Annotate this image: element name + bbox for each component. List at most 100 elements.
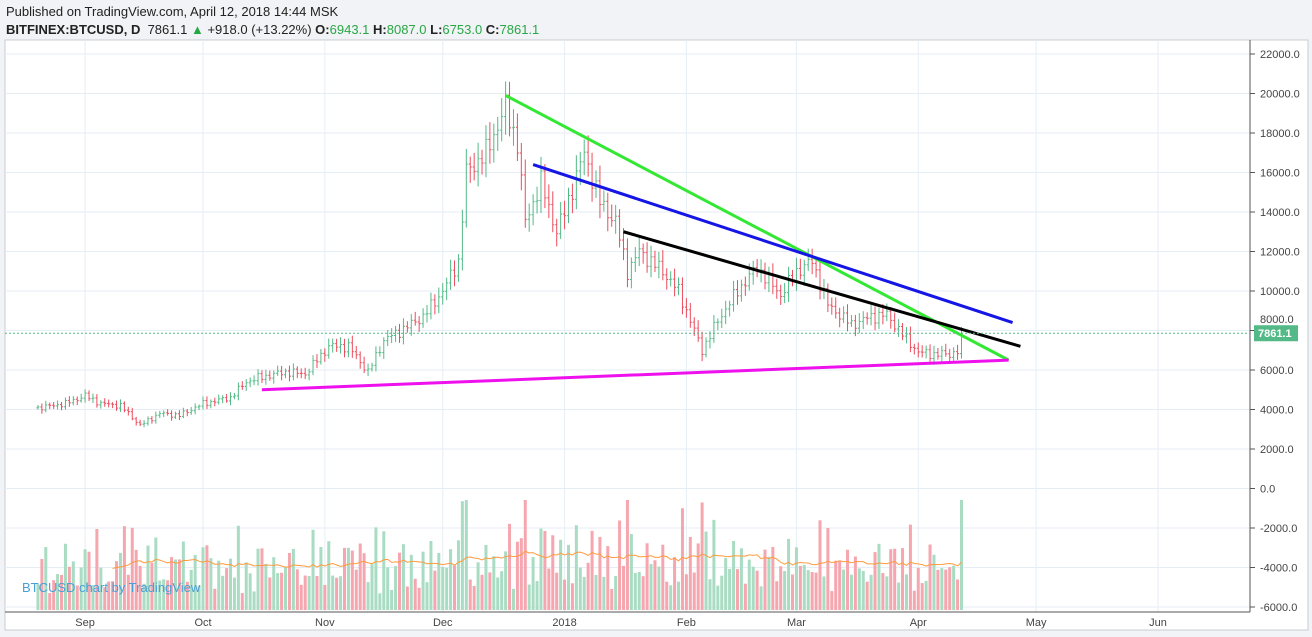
- candle: [700, 331, 704, 362]
- x-tick-label: Nov: [315, 617, 335, 629]
- volume-bar: [959, 500, 963, 610]
- volume-bar: [794, 547, 798, 610]
- candle: [173, 411, 177, 419]
- candle: [956, 344, 960, 360]
- volume-bar: [362, 553, 366, 610]
- candle: [810, 248, 814, 275]
- candle: [586, 135, 590, 177]
- trendline[interactable]: [532, 163, 1014, 325]
- volume-bar: [260, 548, 264, 610]
- candle: [625, 238, 629, 288]
- y-tick-label: -2000.0: [1260, 523, 1297, 535]
- volume-bar: [924, 580, 928, 610]
- volume-bar: [527, 584, 531, 610]
- candle: [205, 396, 209, 410]
- volume-bar: [539, 528, 543, 610]
- candle: [87, 390, 91, 401]
- candle: [401, 318, 405, 345]
- candle: [280, 365, 284, 381]
- candle: [284, 368, 288, 379]
- volume-bar: [323, 584, 327, 610]
- volume-bar: [500, 571, 504, 610]
- candle: [842, 306, 846, 324]
- candle: [614, 204, 618, 234]
- x-tick-label: Sep: [75, 617, 95, 629]
- volume-bar: [563, 579, 567, 610]
- y-tick-label: 20000.0: [1260, 89, 1300, 101]
- candle: [40, 403, 44, 414]
- trendline[interactable]: [261, 358, 1009, 392]
- candle: [315, 354, 319, 369]
- candle: [433, 294, 437, 315]
- volume-bar: [598, 536, 602, 610]
- last-price-tag: [1254, 325, 1298, 342]
- symbol-name: BITFINEX:BTCUSD, D: [6, 22, 141, 37]
- candle: [783, 282, 787, 304]
- candle: [743, 276, 747, 296]
- candle: [331, 338, 335, 353]
- candle: [36, 405, 40, 410]
- volume-bar: [916, 567, 920, 610]
- candle: [508, 81, 512, 137]
- open-label: O:: [315, 22, 330, 37]
- candle: [720, 308, 724, 329]
- volume-bar: [751, 566, 755, 610]
- volume-bar: [657, 566, 661, 610]
- volume-bar: [441, 566, 445, 610]
- volume-bar: [366, 582, 370, 610]
- candle: [472, 152, 476, 181]
- volume-bar: [904, 574, 908, 610]
- volume-bar: [735, 569, 739, 610]
- volume-bar: [437, 552, 441, 610]
- candle: [629, 257, 633, 289]
- candle: [382, 337, 386, 359]
- volume-bar: [217, 560, 221, 610]
- candle: [437, 287, 441, 314]
- volume-bar: [158, 580, 162, 610]
- candle: [107, 399, 111, 408]
- volume-bar: [897, 582, 901, 610]
- trendline[interactable]: [623, 230, 1021, 348]
- volume-bar: [696, 543, 700, 610]
- candle: [657, 251, 661, 279]
- low-value: 6753.0: [442, 22, 483, 37]
- volume-bar: [590, 530, 594, 610]
- candle: [181, 407, 185, 419]
- candle: [480, 149, 484, 175]
- y-tick-label: -4000.0: [1260, 563, 1297, 575]
- volume-bar: [166, 580, 170, 610]
- candle: [272, 370, 276, 384]
- volume-bar: [649, 564, 653, 610]
- candle: [688, 302, 692, 328]
- volume-bar: [570, 583, 574, 610]
- volume-bar: [932, 554, 936, 610]
- volume-bar: [405, 586, 409, 610]
- candle: [787, 266, 791, 303]
- candle: [413, 311, 417, 326]
- candle: [248, 377, 252, 388]
- y-tick-label: 2000.0: [1260, 444, 1294, 456]
- candle: [889, 307, 893, 329]
- candle: [680, 277, 684, 315]
- candle: [350, 335, 354, 358]
- volume-bar: [586, 562, 590, 610]
- candle: [425, 304, 429, 323]
- candle: [354, 345, 358, 360]
- y-tick-label: 4000.0: [1260, 405, 1294, 417]
- candle: [861, 311, 865, 330]
- volume-bar: [492, 556, 496, 610]
- volume-bar: [559, 539, 563, 610]
- candle: [339, 337, 343, 354]
- candle: [193, 403, 197, 415]
- volume-bar: [87, 551, 91, 610]
- candle: [146, 416, 150, 426]
- candle: [547, 184, 551, 219]
- candle: [908, 326, 912, 353]
- volume-bar: [861, 570, 865, 610]
- candle: [158, 410, 162, 419]
- candle: [464, 148, 468, 228]
- candle: [225, 394, 229, 403]
- volume-bar: [130, 527, 134, 610]
- trendline[interactable]: [504, 94, 1010, 362]
